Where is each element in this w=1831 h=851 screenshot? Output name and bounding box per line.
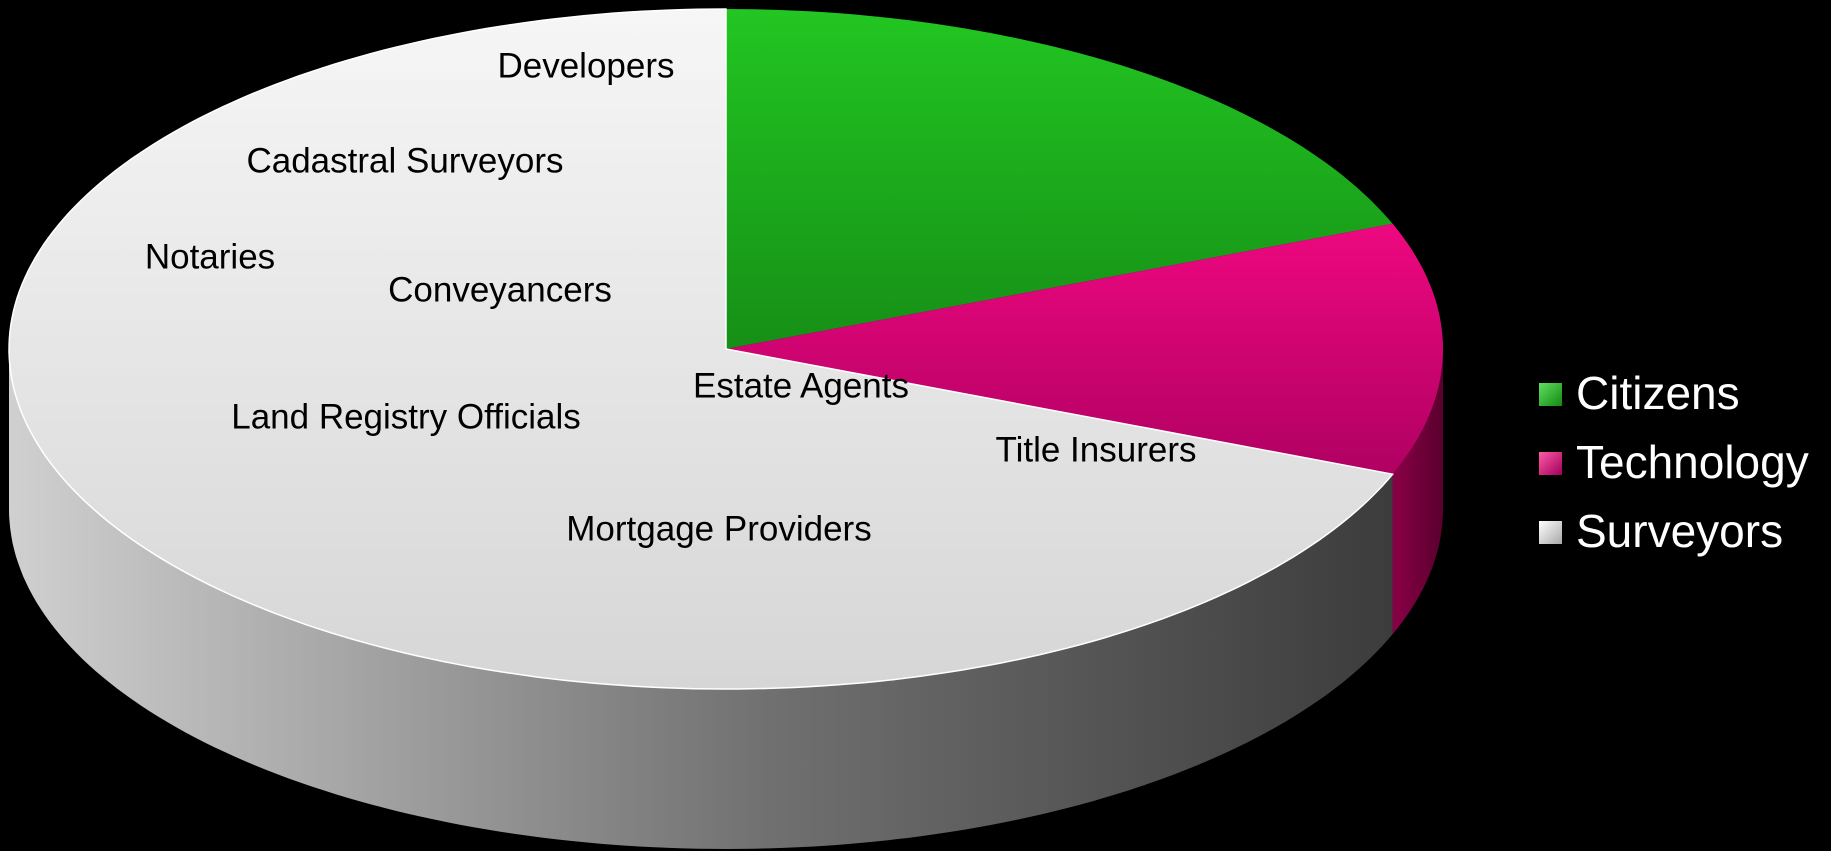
- slice: [8, 8, 1395, 690]
- slice: [726, 9, 1393, 349]
- annotation: Developers: [497, 46, 674, 85]
- annotation: Land Registry Officials: [231, 397, 581, 436]
- annotation: Mortgage Providers: [566, 509, 871, 548]
- annotation: Estate Agents: [693, 366, 909, 405]
- legend-swatch: [1539, 383, 1562, 406]
- legend-label: Citizens: [1576, 367, 1740, 419]
- slice-side: [1392, 349, 1443, 635]
- legend-label: Surveyors: [1576, 505, 1783, 557]
- annotation: Cadastral Surveyors: [246, 141, 563, 180]
- annotation: Title Insurers: [996, 430, 1197, 469]
- slice: [726, 223, 1443, 475]
- legend-swatch: [1539, 521, 1562, 544]
- annotation: Notaries: [145, 237, 275, 276]
- legend-swatch: [1539, 452, 1562, 475]
- annotation: Conveyancers: [388, 270, 612, 309]
- slice-side: [9, 349, 1393, 849]
- legend-label: Technology: [1576, 436, 1809, 488]
